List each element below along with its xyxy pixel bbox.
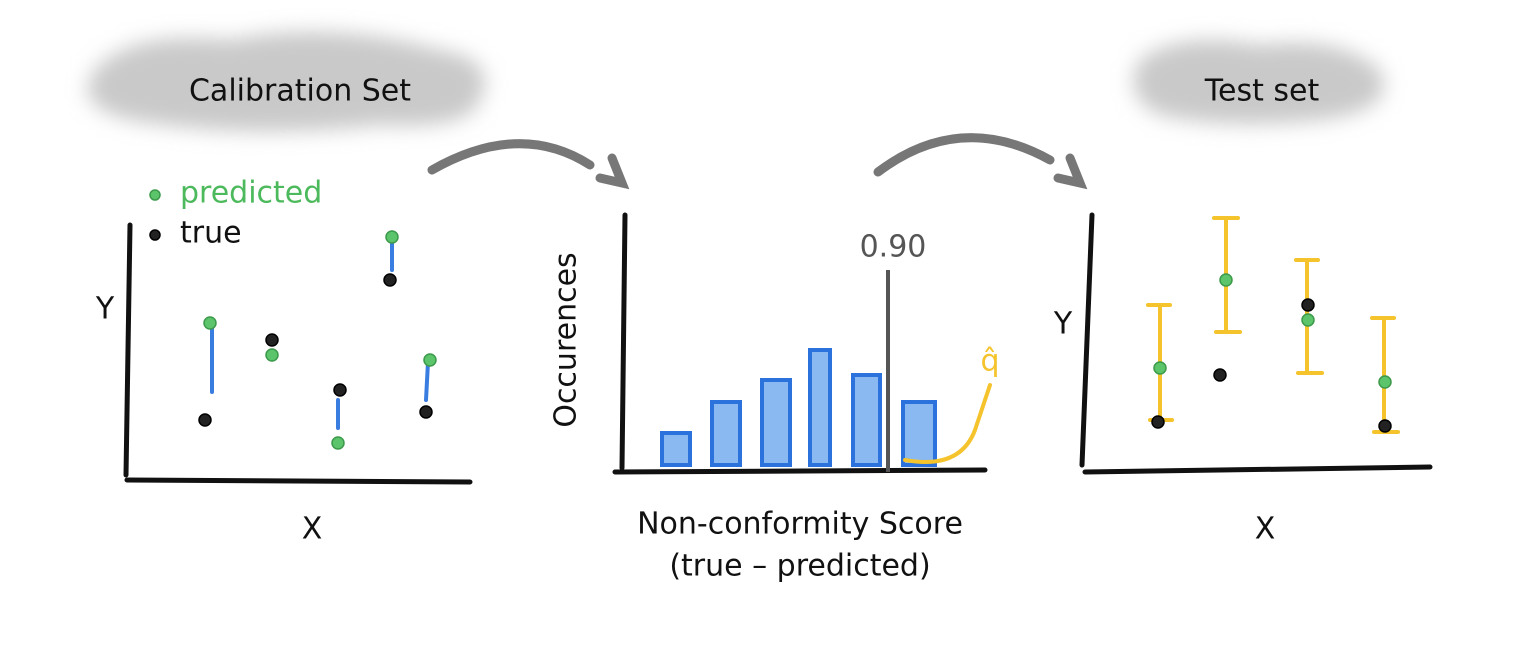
- axis-label: (true – predicted): [669, 549, 930, 584]
- panel-title: Calibration Set: [189, 74, 411, 109]
- axis: [123, 222, 473, 485]
- title-cloud: [87, 32, 1384, 132]
- bars: [660, 348, 937, 467]
- arrow: [427, 133, 1088, 190]
- legend-swatch: [149, 189, 161, 201]
- axis-label: Non-conformity Score: [637, 507, 963, 542]
- prediction-intervals: [1146, 216, 1400, 434]
- panel-title: Test set: [1204, 74, 1320, 109]
- residual-lines: [210, 238, 430, 430]
- points: [198, 230, 437, 450]
- legend-label: true: [180, 216, 242, 251]
- axis-label: Occurences: [549, 252, 584, 427]
- quantile-label: q̂: [980, 344, 999, 379]
- threshold-label: 0.90: [860, 230, 927, 265]
- axis: [612, 212, 988, 475]
- legend-label: predicted: [180, 176, 322, 211]
- points: [1151, 273, 1392, 433]
- histogram-panel: 0.90 q̂ Occurences Non-conformity Score …: [549, 212, 1000, 584]
- quantile-curve: [903, 383, 992, 464]
- calibration-panel: Y X predicted true: [95, 176, 473, 547]
- axis-label: X: [1255, 512, 1276, 547]
- test-panel: Y X: [1053, 212, 1433, 547]
- axis-label: Y: [1053, 307, 1073, 342]
- axis: [1079, 212, 1433, 475]
- legend-swatch: [149, 229, 161, 241]
- axis-label: X: [302, 512, 323, 547]
- axis-label: Y: [95, 292, 115, 327]
